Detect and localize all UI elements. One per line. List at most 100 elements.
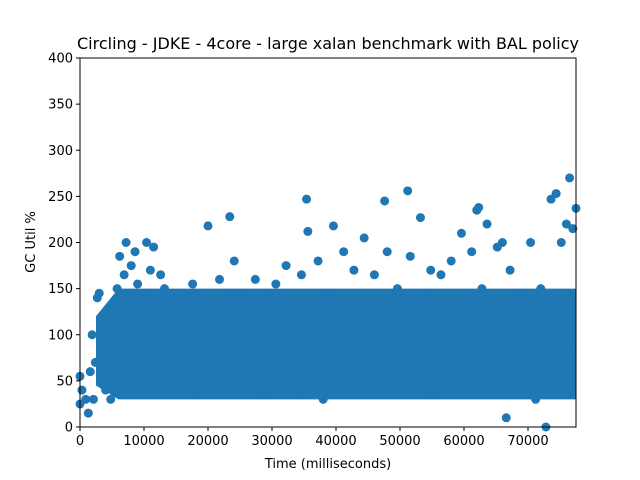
data-point xyxy=(417,334,427,344)
data-point xyxy=(225,212,235,222)
data-point xyxy=(198,302,208,312)
y-tick-label: 150 xyxy=(48,282,73,297)
data-point xyxy=(426,265,436,275)
data-point xyxy=(220,293,230,303)
data-point xyxy=(369,270,379,280)
data-point xyxy=(165,325,175,335)
data-point xyxy=(382,348,392,358)
data-point xyxy=(203,221,213,231)
data-point xyxy=(561,219,571,229)
data-point xyxy=(240,376,250,386)
data-point xyxy=(142,238,152,247)
y-tick-label: 200 xyxy=(48,236,73,251)
data-point xyxy=(542,330,552,340)
y-tick-label: 50 xyxy=(56,374,73,389)
data-point xyxy=(392,284,402,294)
data-point xyxy=(96,371,106,381)
data-point xyxy=(487,330,497,340)
data-point xyxy=(168,293,178,303)
data-point xyxy=(431,390,441,400)
data-point xyxy=(87,330,97,340)
data-point xyxy=(482,219,492,229)
data-point xyxy=(128,321,138,331)
x-tick-label: 50000 xyxy=(379,434,420,449)
y-axis-ticks: 0 50 100 150 200 250 300 350 400 xyxy=(48,52,80,436)
data-point xyxy=(302,194,312,204)
data-point xyxy=(149,242,159,252)
data-point xyxy=(266,339,276,349)
data-point xyxy=(90,357,100,367)
data-point xyxy=(349,265,359,275)
data-point xyxy=(152,321,162,331)
data-point xyxy=(380,196,390,206)
data-point xyxy=(250,274,260,284)
dense-data-band xyxy=(96,288,576,400)
data-point xyxy=(296,270,306,280)
data-point xyxy=(462,371,472,381)
data-point xyxy=(156,270,166,280)
data-point xyxy=(556,238,566,247)
data-point xyxy=(515,293,525,303)
data-point xyxy=(501,413,511,423)
y-axis-label: GC Util % xyxy=(24,211,39,273)
data-point xyxy=(536,284,546,294)
data-point xyxy=(323,293,333,303)
data-point xyxy=(328,221,338,231)
data-point xyxy=(505,265,515,275)
data-point xyxy=(281,261,291,271)
data-point xyxy=(133,279,143,289)
data-point xyxy=(344,311,354,321)
data-point xyxy=(183,334,193,344)
data-point xyxy=(441,339,451,349)
data-point xyxy=(209,353,219,363)
data-point xyxy=(477,284,487,294)
data-point xyxy=(286,321,296,331)
data-point xyxy=(446,325,456,335)
data-point xyxy=(354,376,364,386)
data-point xyxy=(472,330,482,340)
data-point xyxy=(520,367,530,377)
x-tick-label: 30000 xyxy=(251,434,292,449)
x-axis-label: Time (milliseconds) xyxy=(264,457,391,472)
data-point xyxy=(126,261,136,271)
data-point xyxy=(235,288,245,298)
data-point xyxy=(318,394,328,404)
y-tick-label: 350 xyxy=(48,98,73,113)
data-point xyxy=(112,284,122,294)
data-point xyxy=(551,189,561,199)
data-point xyxy=(313,256,323,266)
data-point xyxy=(531,394,541,404)
y-tick-label: 250 xyxy=(48,190,73,205)
data-point xyxy=(136,353,146,363)
data-point xyxy=(77,385,87,395)
data-point xyxy=(103,348,113,358)
data-point xyxy=(117,357,127,367)
data-point xyxy=(467,247,477,257)
data-point xyxy=(130,247,140,257)
data-point xyxy=(81,394,91,404)
data-point xyxy=(456,228,466,238)
data-point xyxy=(497,238,507,247)
data-point xyxy=(261,293,271,303)
data-point xyxy=(83,408,93,418)
x-tick-label: 70000 xyxy=(507,434,548,449)
data-point xyxy=(117,311,127,321)
data-point xyxy=(387,380,397,390)
data-point xyxy=(271,279,281,289)
chart-title: Circling - JDKE - 4core - large xalan be… xyxy=(77,34,579,53)
x-axis-ticks: 0 10000 20000 30000 40000 50000 60000 70000 xyxy=(76,427,549,449)
data-point xyxy=(382,247,392,257)
data-point xyxy=(145,265,155,275)
y-tick-label: 100 xyxy=(48,328,73,343)
data-point xyxy=(446,256,456,266)
x-tick-label: 60000 xyxy=(443,434,484,449)
data-point xyxy=(177,307,187,317)
data-point xyxy=(215,274,225,284)
data-point xyxy=(421,293,431,303)
data-points xyxy=(75,173,581,432)
data-point xyxy=(331,334,341,344)
data-point xyxy=(209,321,219,331)
data-point xyxy=(375,344,385,354)
data-point xyxy=(318,330,328,340)
data-point xyxy=(85,367,95,377)
